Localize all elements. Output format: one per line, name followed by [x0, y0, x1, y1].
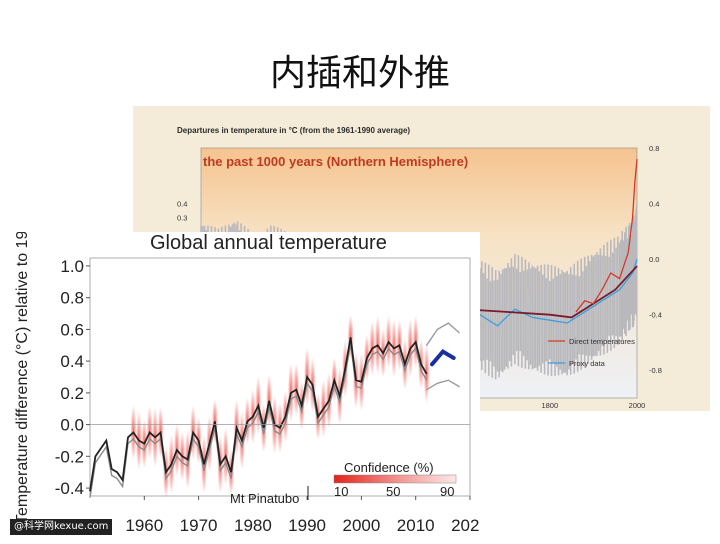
- front-x-tick-label: 2000: [342, 516, 380, 535]
- front-x-tick-label: 1990: [288, 516, 326, 535]
- confidence-legend-title: Confidence (%): [344, 460, 434, 475]
- back-y-tick-label-right: 0.8: [649, 144, 659, 153]
- legend-direct-label: Direct temperatures: [569, 337, 635, 346]
- front-x-tick-label: 1970: [180, 516, 218, 535]
- front-plot-frame: [89, 257, 471, 497]
- watermark: @科学网kexue.com: [10, 519, 113, 535]
- front-y-label-line: Temperature difference (°C) relative to …: [14, 232, 31, 524]
- back-y-tick-label-right: -0.4: [649, 311, 662, 320]
- front-y-tick-label: 0.2: [60, 384, 84, 403]
- back-y-tick-label-right: 0.4: [649, 200, 659, 209]
- front-x-tick-label: 2020: [451, 516, 480, 535]
- back-y-tick-label-right: -0.8: [649, 366, 662, 375]
- front-y-tick-label: 1.0: [60, 257, 84, 276]
- global-annual-temperature-svg: Global annual temperature Temperature di…: [14, 172, 489, 535]
- pinatubo-annotation: Mt Pinatubo: [230, 491, 299, 506]
- front-x-tick-label: 2010: [397, 516, 435, 535]
- slide-title: 内插和外推: [269, 53, 450, 94]
- confidence-label-10: 10: [334, 484, 348, 499]
- front-y-tick-label: 0.8: [60, 289, 84, 308]
- back-y-tick-label-left: 0.3: [177, 213, 187, 222]
- series-forecast-upper: [425, 322, 460, 347]
- front-y-tick-label: -0.2: [55, 447, 84, 466]
- back-y-tick-label-right: 0.0: [649, 255, 659, 264]
- front-x-tick-label: 1980: [234, 516, 272, 535]
- legend-proxy-label: Proxy data: [569, 359, 606, 368]
- series-forecast-lower: [425, 379, 460, 391]
- front-y-tick-label: -0.4: [55, 479, 84, 498]
- back-x-tick-label: 2000: [629, 401, 646, 410]
- front-chart-title: Global annual temperature: [150, 232, 387, 254]
- front-y-axis-label: Temperature difference (°C) relative to …: [14, 172, 31, 524]
- confidence-label-90: 90: [440, 484, 454, 499]
- confidence-label-50: 50: [386, 484, 400, 499]
- back-chart-subtitle: the past 1000 years (Northern Hemisphere…: [203, 154, 468, 169]
- series-direct-temperatures: [575, 159, 638, 313]
- front-y-tick-label: 0.4: [60, 352, 84, 371]
- back-x-tick-label: 1800: [541, 401, 558, 410]
- global-annual-temperature-chart: Global annual temperature Temperature di…: [0, 172, 489, 540]
- series-observed-alt: [89, 343, 428, 498]
- front-x-tick-label: 1960: [125, 516, 163, 535]
- confidence-color-bar: [333, 474, 457, 484]
- series-observed: [89, 337, 428, 492]
- series-forecast: [430, 349, 456, 367]
- back-chart-title: Departures in temperature in °C (from th…: [177, 126, 410, 135]
- front-y-tick-label: 0.6: [60, 320, 84, 339]
- front-y-tick-label: 0.0: [60, 416, 84, 435]
- back-y-tick-label-left: 0.4: [177, 200, 187, 209]
